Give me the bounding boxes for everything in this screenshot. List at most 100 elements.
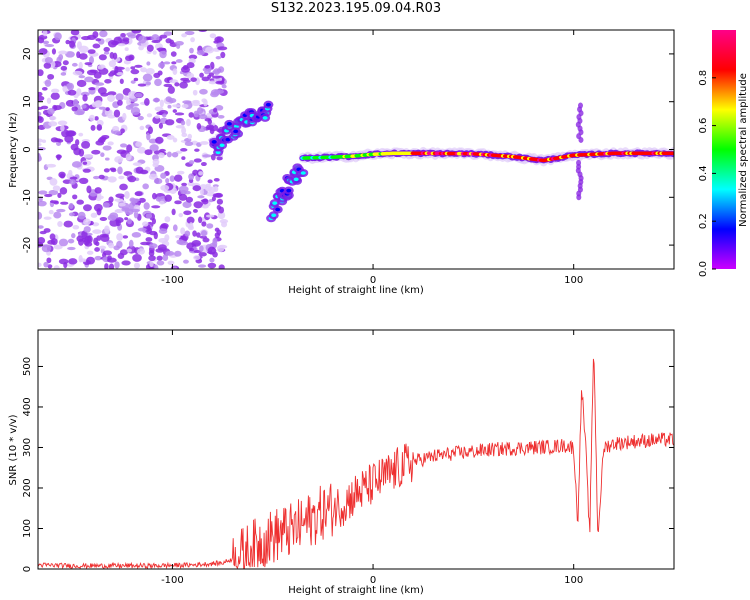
noise-blob [44,57,53,64]
noise-blob [117,99,123,106]
noise-blob [89,114,96,122]
noise-blob [152,97,161,103]
noise-blob [53,105,62,111]
noise-blob [102,145,112,151]
noise-blob [172,104,181,108]
noise-blob [68,169,73,176]
noise-blob [163,61,171,65]
noise-blob [125,153,132,161]
noise-blob [88,56,94,65]
noise-blob [43,261,49,268]
noise-blob [151,205,161,209]
noise-blob [86,256,96,265]
noise-blob [144,98,150,106]
noise-blob [211,196,216,202]
branch-core [293,177,299,182]
noise-blob [216,204,222,210]
noise-blob [192,89,198,96]
noise-blob [182,100,192,104]
noise-blob [198,264,207,268]
noise-blob [78,177,89,185]
noise-blob [198,245,204,252]
noise-blob [198,252,207,257]
noise-blob [192,208,198,213]
noise-blob [146,44,154,52]
noise-blob [184,230,191,237]
noise-blob [96,124,103,131]
noise-blob [208,72,215,77]
noise-blob [213,185,219,192]
noise-blob [65,99,76,107]
y-tick-label: 400 [22,397,33,416]
noise-blob [139,125,145,131]
noise-blob [44,193,53,198]
noise-blob [158,62,166,69]
noise-blob [95,100,103,107]
noise-blob [209,33,217,39]
noise-blob [189,47,194,54]
noise-blob [160,223,169,229]
noise-blob [98,54,107,61]
noise-blob [166,135,175,140]
noise-blob [41,244,51,248]
noise-blob [71,106,78,112]
noise-blob [81,104,87,109]
noise-blob [76,199,84,205]
spectrogram-heatmap [38,30,674,269]
noise-blob [71,233,76,239]
noise-blob [67,89,77,96]
noise-blob [69,179,76,185]
noise-blob [164,234,170,242]
noise-blob [184,30,195,36]
noise-blob [53,265,60,269]
noise-blob [215,55,222,60]
noise-blob [115,209,122,213]
noise-blob [122,235,129,239]
noise-blob [213,177,220,182]
noise-blob [212,240,218,248]
x-tick-label: 100 [564,275,583,286]
noise-blob [117,166,123,175]
noise-blob [130,103,140,107]
noise-blob [48,189,59,196]
noise-blob [47,108,55,115]
noise-blob [107,94,116,102]
noise-blob [126,218,132,225]
noise-blob [165,177,170,184]
noise-blob [95,241,100,247]
y-tick-label: -10 [22,189,33,205]
noise-blob [78,75,86,79]
noise-blob [98,245,107,250]
noise-blob [172,137,178,143]
spectrogram-x-label: Height of straight line (km) [288,285,424,296]
noise-blob [124,47,129,52]
noise-blob [144,149,153,156]
snr-panel: -100 0 100 0 100 200 300 400 500 Height of strai… [8,329,675,596]
noise-blob [200,230,208,237]
noise-blob [65,39,71,45]
noise-blob [146,132,151,141]
noise-blob [84,62,93,66]
noise-blob [49,200,59,204]
noise-blob [103,168,110,173]
noise-blob [57,139,64,143]
noise-blob [126,32,136,37]
noise-blob [149,261,154,268]
noise-blob [163,31,173,36]
noise-blob [133,262,141,269]
noise-blob [93,175,100,180]
noise-blob [185,196,194,203]
noise-blob [127,175,137,183]
noise-blob [47,73,55,80]
noise-blob [90,124,96,131]
noise-blob [131,30,142,34]
noise-blob [172,109,178,113]
noise-blob [175,235,181,239]
noise-blob [78,132,84,137]
noise-blob [119,249,128,256]
noise-blob [98,106,107,110]
noise-blob [199,141,209,145]
noise-blob [204,65,211,69]
snr-y-label: SNR (10 * v/v) [8,414,19,485]
noise-blob [76,235,84,242]
